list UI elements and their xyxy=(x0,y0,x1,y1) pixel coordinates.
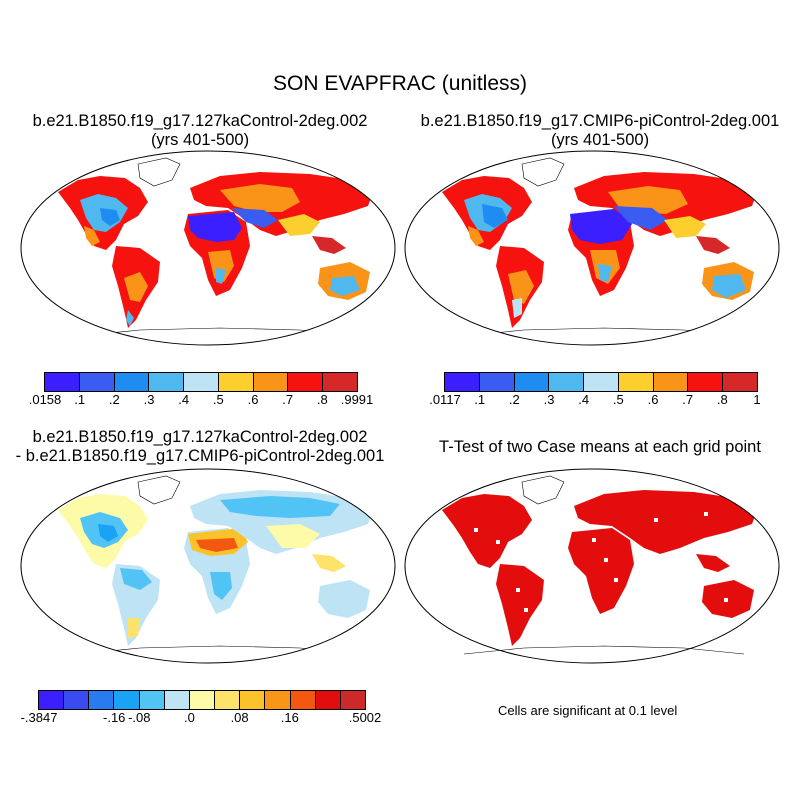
colorbar-bottom-left-box xyxy=(64,691,90,709)
colorbar-top-right-box xyxy=(723,373,758,391)
colorbar-top-left-tick-label: .3 xyxy=(143,392,155,407)
colorbar-top-left-box xyxy=(288,373,324,391)
colorbar-top-right-box xyxy=(653,373,689,391)
colorbar-top-right-tick-label: 1 xyxy=(753,392,761,407)
colorbar-top-left-box xyxy=(218,373,254,391)
colorbar-top-left-tick-label: .7 xyxy=(282,392,294,407)
colorbar-bottom-left-box xyxy=(240,691,266,709)
colorbar-top-right-box xyxy=(688,373,724,391)
panel-title-top-left: b.e21.B1850.f19_g17.127kaControl-2deg.00… xyxy=(0,112,400,150)
colorbar-top-left-box xyxy=(253,373,289,391)
colorbar-bottom-left-tick-label: .0 xyxy=(184,710,195,725)
colorbar-top-right-box xyxy=(549,373,585,391)
colorbar-top-right-labels: .0117 .1 .2 .3 .4 .5 .6 .7 .8 1 xyxy=(429,392,761,410)
map-top-right xyxy=(404,150,780,346)
colorbar-bottom-left-box xyxy=(215,691,241,709)
map-bottom-left-field xyxy=(58,475,374,655)
panel-title-top-right: b.e21.B1850.f19_g17.CMIP6-piControl-2deg… xyxy=(400,112,800,150)
colorbar-bottom-left-tick-label: .08 xyxy=(230,710,249,725)
colorbar-top-left-tick-label: .5 xyxy=(212,392,224,407)
colorbar-bottom-left-tick-label: .5002 xyxy=(348,710,382,725)
colorbar-top-right-tick-label: .3 xyxy=(543,392,555,407)
colorbar-top-right-box xyxy=(514,373,550,391)
figure-title: SON EVAPFRAC (unitless) xyxy=(273,72,527,95)
colorbar-bottom-left xyxy=(38,690,366,710)
colorbar-bottom-left-box xyxy=(189,691,216,709)
colorbar-top-right-tick-label: .7 xyxy=(682,392,694,407)
colorbar-top-right-box xyxy=(584,373,619,391)
colorbar-top-left-box xyxy=(149,373,185,391)
colorbar-top-right-tick-label: .4 xyxy=(578,392,590,407)
colorbar-top-right-tick-label: .6 xyxy=(647,392,659,407)
colorbar-top-left-box xyxy=(323,373,358,391)
colorbar-bottom-left-tick-label: -.3847 xyxy=(20,710,58,725)
colorbar-top-right-tick-label: .2 xyxy=(508,392,520,407)
map-bottom-left xyxy=(20,468,396,664)
colorbar-top-right-box xyxy=(445,373,480,391)
panel-title-bottom-right-line1: T-Test of two Case means at each grid po… xyxy=(439,438,761,456)
colorbar-top-right-box xyxy=(479,373,515,391)
colorbar-bottom-left-box xyxy=(39,691,65,709)
colorbar-top-right-tick-label: .8 xyxy=(716,392,728,407)
panel-title-top-right-line2: (yrs 401-500) xyxy=(550,131,650,149)
panel-title-bottom-left-line2: - b.e21.B1850.f19_g17.CMIP6-piControl-2d… xyxy=(15,447,385,465)
map-bottom-right-significance xyxy=(442,490,758,646)
colorbar-top-left-tick-label: .8 xyxy=(316,392,328,407)
significance-note: Cells are significant at 0.1 level xyxy=(498,703,678,718)
colorbar-bottom-left-tick-label: .16 xyxy=(280,710,299,725)
panel-title-top-left-line2: (yrs 401-500) xyxy=(150,131,250,149)
colorbar-bottom-left-box xyxy=(89,691,115,709)
colorbar-bottom-left-tick-label: -.16 xyxy=(103,710,126,725)
colorbar-bottom-left-box xyxy=(139,691,165,709)
colorbar-top-right-tick-label: .1 xyxy=(474,392,486,407)
map-bottom-right xyxy=(404,468,780,664)
colorbar-top-left-box xyxy=(114,373,150,391)
panel-title-bottom-left: b.e21.B1850.f19_g17.127kaControl-2deg.00… xyxy=(0,428,400,466)
colorbar-top-left xyxy=(44,372,358,392)
colorbar-top-right-tick-label: .5 xyxy=(612,392,624,407)
colorbar-bottom-left-box xyxy=(114,691,140,709)
colorbar-top-right xyxy=(444,372,758,392)
colorbar-top-left-tick-label: .4 xyxy=(178,392,190,407)
colorbar-top-left-tick-label: .9991 xyxy=(340,392,374,407)
colorbar-bottom-left-labels: -.3847 -.16 -.08 .0 .08 .16 .5002 xyxy=(21,710,382,728)
map-top-left xyxy=(20,150,396,346)
map-top-right-field xyxy=(442,157,758,337)
colorbar-bottom-left-box xyxy=(340,691,366,709)
panel-title-bottom-right: T-Test of two Case means at each grid po… xyxy=(400,438,800,457)
panel-title-bottom-left-line1: b.e21.B1850.f19_g17.127kaControl-2deg.00… xyxy=(32,428,368,446)
colorbar-bottom-left-box xyxy=(290,691,316,709)
panel-title-top-left-line1: b.e21.B1850.f19_g17.127kaControl-2deg.00… xyxy=(32,112,368,130)
colorbar-top-right-box xyxy=(618,373,654,391)
colorbar-top-left-labels: .0158 .1 .2 .3 .4 .5 .6 .7 .8 .9991 xyxy=(29,392,374,410)
colorbar-bottom-left-box xyxy=(315,691,341,709)
colorbar-top-left-box xyxy=(79,373,115,391)
panel-title-top-right-line1: b.e21.B1850.f19_g17.CMIP6-piControl-2deg… xyxy=(420,112,780,130)
colorbar-top-left-box xyxy=(45,373,80,391)
colorbar-top-left-tick-label: .1 xyxy=(74,392,86,407)
colorbar-top-left-tick-label: .6 xyxy=(247,392,259,407)
colorbar-bottom-left-tick-label: -.08 xyxy=(128,710,151,725)
colorbar-bottom-left-box xyxy=(164,691,190,709)
colorbar-top-right-tick-label: .0117 xyxy=(429,392,461,407)
map-top-left-field xyxy=(58,157,374,337)
colorbar-top-left-tick-label: .2 xyxy=(108,392,120,407)
colorbar-bottom-left-box xyxy=(265,691,291,709)
colorbar-top-left-box xyxy=(184,373,219,391)
colorbar-top-left-tick-label: .0158 xyxy=(28,392,62,407)
